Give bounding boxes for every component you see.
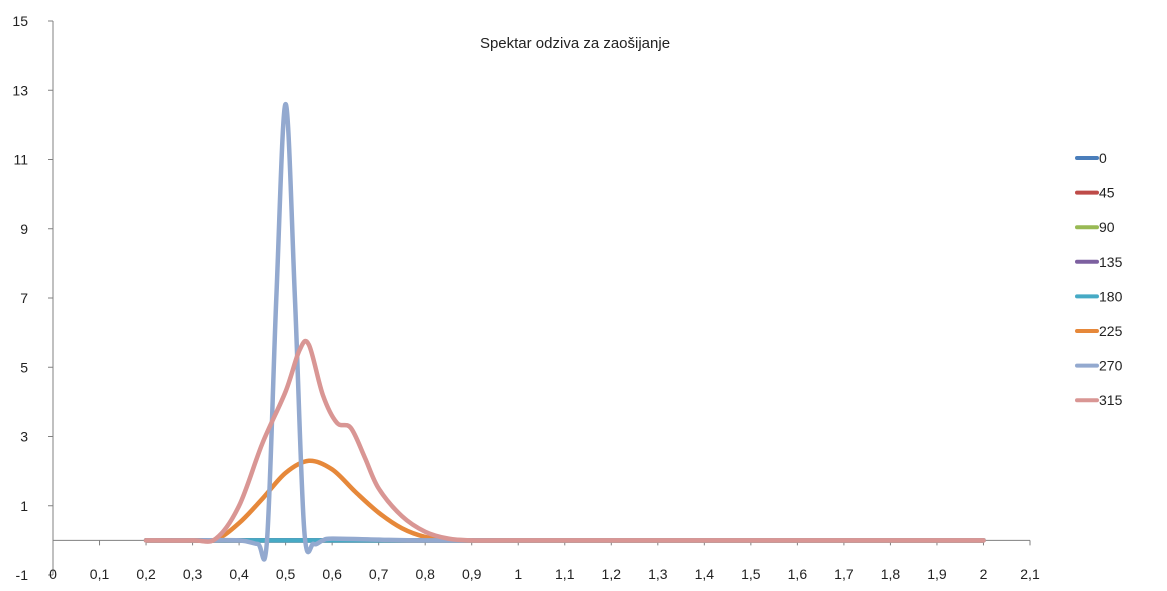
legend-item-0: 0	[1075, 150, 1107, 166]
x-tick-label: 0,6	[322, 566, 342, 582]
legend-label: 90	[1099, 219, 1115, 235]
y-tick-label: -1	[16, 567, 29, 583]
x-tick-label: 1,6	[788, 566, 808, 582]
x-tick-label: 0,5	[276, 566, 296, 582]
chart-title: Spektar odziva za zaošijanje	[480, 35, 670, 52]
x-tick-label: 0,3	[183, 566, 203, 582]
legend: 0 45 90 135 180 225 270 315	[1075, 150, 1123, 408]
x-tick-label: 0,4	[229, 566, 249, 582]
legend-label: 45	[1099, 185, 1115, 201]
legend-item-180: 180	[1075, 288, 1123, 304]
x-tick-label: 1,1	[555, 566, 575, 582]
x-tick-label: 0,8	[415, 566, 435, 582]
y-tick-label: 3	[20, 429, 28, 445]
x-tick-label: 2,1	[1020, 566, 1040, 582]
x-tick-label: 1,3	[648, 566, 668, 582]
series-line-315	[143, 338, 986, 544]
legend-item-45: 45	[1075, 185, 1115, 201]
x-tick-label: 0,1	[90, 566, 110, 582]
legend-item-270: 270	[1075, 358, 1123, 374]
legend-label: 135	[1099, 254, 1123, 270]
y-tick-label: 7	[20, 290, 28, 306]
legend-label: 180	[1099, 288, 1123, 304]
x-tick-label: 2	[980, 566, 988, 582]
x-tick-label: 1,7	[834, 566, 854, 582]
legend-label: 315	[1099, 392, 1123, 408]
y-tick-label: 15	[12, 13, 28, 29]
legend-item-225: 225	[1075, 323, 1123, 339]
legend-item-90: 90	[1075, 219, 1115, 235]
x-tick-label: 0,7	[369, 566, 389, 582]
x-tick-label: 0	[49, 566, 57, 582]
legend-label: 225	[1099, 323, 1123, 339]
x-tick-label: 0,2	[136, 566, 156, 582]
x-tick-label: 1,8	[881, 566, 901, 582]
x-tick-label: 1	[514, 566, 522, 582]
x-tick-label: 1,2	[602, 566, 622, 582]
legend-item-135: 135	[1075, 254, 1123, 270]
x-tick-label: 1,5	[741, 566, 761, 582]
legend-item-315: 315	[1075, 392, 1123, 408]
x-tick-label: 0,9	[462, 566, 482, 582]
x-tick-label: 1,9	[927, 566, 947, 582]
x-tick-label: 1,4	[695, 566, 715, 582]
y-tick-label: 13	[12, 82, 28, 98]
legend-label: 0	[1099, 150, 1107, 166]
y-tick-label: 5	[20, 359, 28, 375]
series-lines	[143, 101, 986, 562]
y-tick-label: 1	[20, 498, 28, 514]
series-line-270	[143, 101, 986, 562]
y-tick-label: 11	[13, 152, 28, 168]
legend-label: 270	[1099, 358, 1123, 374]
y-tick-label: 9	[20, 221, 28, 237]
